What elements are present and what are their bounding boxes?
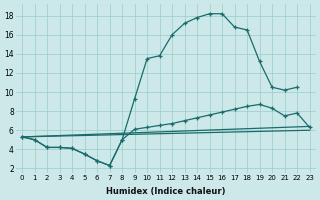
X-axis label: Humidex (Indice chaleur): Humidex (Indice chaleur): [106, 187, 226, 196]
